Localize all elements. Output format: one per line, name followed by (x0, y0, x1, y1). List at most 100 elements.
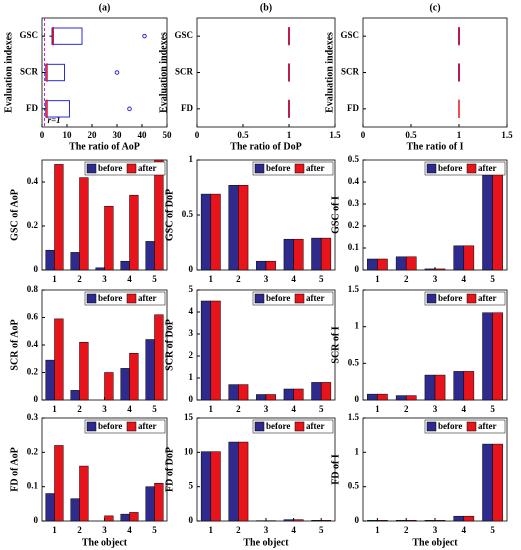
bar (395, 395, 407, 401)
x-tick-label: 0 (361, 130, 366, 140)
x-tick-label: 2 (404, 525, 409, 535)
bar (463, 371, 475, 401)
bar (320, 237, 332, 271)
bar (405, 256, 417, 271)
bar (424, 374, 436, 401)
x-tick-label: 3 (433, 274, 438, 284)
legend-label: after (478, 293, 496, 303)
x-tick-label: 40 (138, 130, 148, 140)
y-tick-label: 3 (189, 328, 194, 338)
bar (54, 318, 64, 401)
x-tick-label: 1 (375, 274, 380, 284)
bar (210, 300, 221, 401)
x-tick-label: 2 (404, 274, 409, 284)
bar (463, 515, 475, 522)
legend-swatch (466, 421, 477, 432)
x-axis-label: The object (82, 537, 128, 548)
bar (120, 513, 130, 522)
bar (453, 371, 465, 401)
legend-label: before (98, 163, 122, 173)
bar (482, 312, 493, 401)
bar (265, 260, 276, 271)
legend-label: after (138, 421, 156, 431)
x-tick-label: 1 (52, 404, 57, 414)
x-tick-label: 5 (319, 274, 324, 284)
legend-label: after (138, 293, 156, 303)
bar (200, 451, 212, 522)
y-tick-label: 1 (355, 446, 360, 456)
y-tick-label: 0 (189, 264, 194, 274)
bar (293, 388, 304, 401)
bar (154, 482, 164, 522)
legend-label: after (138, 163, 156, 173)
x-tick-label: 4 (462, 404, 467, 414)
x-axis-label: The ratio of AoP (69, 141, 140, 152)
bar (120, 260, 130, 271)
bar (228, 185, 239, 271)
x-tick-label: 3 (102, 525, 107, 535)
bar (210, 193, 221, 271)
y-tick-label: 0.5 (182, 209, 194, 219)
x-tick-label: 4 (127, 525, 132, 535)
x-tick-label: 2 (77, 274, 82, 284)
y-tick-label: 0.2 (27, 446, 39, 456)
bar (256, 260, 267, 271)
y-axis-label: Evaluation indexes (3, 32, 14, 113)
bar (129, 194, 139, 271)
bar (54, 445, 64, 522)
bar (482, 168, 493, 271)
x-tick-label: 3 (433, 525, 438, 535)
y-tick-label: 0.5 (348, 357, 360, 367)
legend-swatch (126, 421, 137, 432)
y-axis-label: GSC of AoP (9, 189, 20, 241)
x-tick-label: 1 (457, 130, 462, 140)
bar (453, 245, 465, 271)
bar (70, 390, 80, 401)
bar (70, 252, 80, 271)
y-tick-label: 0 (355, 264, 360, 274)
bar (265, 394, 276, 401)
panel-title: (c) (429, 2, 440, 13)
y-tick-label: 0.8 (27, 284, 39, 294)
y-tick-label: 2 (189, 350, 194, 360)
y-tick-label: 0.4 (27, 176, 39, 186)
y-tick-label: 0 (355, 515, 360, 525)
x-tick-label: 3 (102, 404, 107, 414)
bar (104, 205, 114, 271)
bar (405, 520, 417, 522)
y-tick-label: 0 (189, 515, 194, 525)
y-tick-label: 0.5 (348, 481, 360, 491)
y-tick-label: 1.5 (348, 284, 360, 294)
axes-frame (196, 17, 336, 128)
y-tick-label: 4 (189, 306, 194, 316)
bar (54, 164, 64, 271)
legend-box (84, 291, 166, 306)
y-tick-label: 0 (34, 394, 39, 404)
y-axis-label: SCR of DoP (164, 319, 175, 371)
bar (311, 520, 322, 522)
y-tick-label: FD (181, 103, 193, 113)
outlier (127, 106, 132, 112)
legend-box (252, 291, 334, 306)
legend-box (424, 161, 506, 176)
x-tick-label: 4 (291, 274, 296, 284)
x-tick-label: 2 (236, 404, 241, 414)
legend-label: before (266, 293, 290, 303)
x-tick-label: 1.5 (501, 130, 513, 140)
box (51, 27, 83, 45)
x-tick-label: 5 (490, 525, 495, 535)
legend-swatch (126, 293, 137, 304)
x-tick-label: 1 (209, 404, 214, 414)
bar (45, 359, 55, 401)
x-tick-label: 0.5 (237, 130, 249, 140)
x-tick-label: 3 (264, 274, 269, 284)
bar (434, 520, 446, 522)
x-tick-label: 2 (236, 274, 241, 284)
x-tick-label: 50 (163, 130, 173, 140)
bar (377, 393, 388, 401)
bar (129, 353, 139, 401)
bar (238, 384, 249, 401)
y-tick-label: 1 (189, 372, 194, 382)
bar (154, 159, 164, 271)
bar (434, 374, 446, 401)
